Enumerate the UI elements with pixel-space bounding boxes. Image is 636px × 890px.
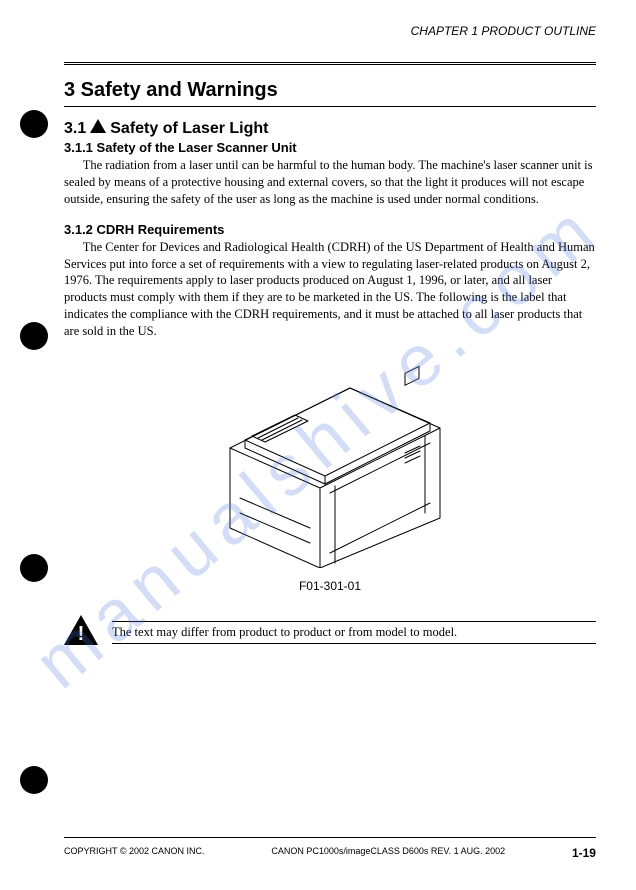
subsection-3-1-1-heading: 3.1.1 Safety of the Laser Scanner Unit: [64, 140, 596, 155]
warning-triangle-icon: !: [64, 615, 98, 650]
figure: F01-301-01: [64, 358, 596, 593]
printer-line-drawing: [180, 358, 480, 568]
figure-caption: F01-301-01: [64, 579, 596, 593]
chapter-title: CHAPTER 1 PRODUCT OUTLINE: [64, 24, 596, 42]
svg-text:!: !: [78, 623, 85, 645]
subsection-number: 3.1: [64, 120, 86, 138]
footer-doc-id: CANON PC1000s/imageCLASS D600s REV. 1 AU…: [271, 846, 505, 860]
binder-hole: [20, 322, 48, 350]
title-underline: [64, 106, 596, 107]
footer-page-number: 1-19: [572, 846, 596, 860]
chapter-header: CHAPTER 1 PRODUCT OUTLINE: [64, 24, 596, 65]
header-rule: [64, 62, 596, 65]
warning-note: ! The text may differ from product to pr…: [64, 615, 596, 650]
binder-hole: [20, 110, 48, 138]
subsection-3-1-2-heading: 3.1.2 CDRH Requirements: [64, 222, 596, 237]
subsection-title: Safety of Laser Light: [110, 120, 268, 138]
warning-text-container: The text may differ from product to prod…: [112, 621, 596, 644]
binder-hole: [20, 766, 48, 794]
footer-copyright: COPYRIGHT © 2002 CANON INC.: [64, 846, 205, 860]
document-page: manualshive.com CHAPTER 1 PRODUCT OUTLIN…: [0, 0, 636, 890]
page-footer: COPYRIGHT © 2002 CANON INC. CANON PC1000…: [64, 837, 596, 860]
body-paragraph-312: The Center for Devices and Radiological …: [64, 239, 596, 340]
binder-hole: [20, 554, 48, 582]
section-title: 3 Safety and Warnings: [64, 79, 596, 102]
subsection-3-1-heading: 3.1 Safety of Laser Light: [64, 119, 596, 138]
warning-text: The text may differ from product to prod…: [112, 624, 596, 641]
warning-triangle-icon: [90, 119, 106, 138]
body-paragraph-311: The radiation from a laser until can be …: [64, 157, 596, 208]
